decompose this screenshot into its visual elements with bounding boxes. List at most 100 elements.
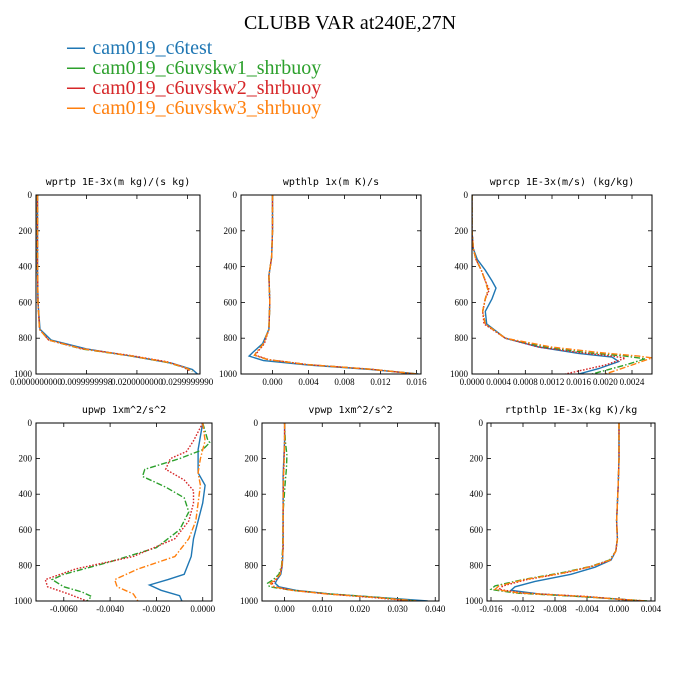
x-tick-label: -0.0060 (50, 604, 78, 614)
y-tick-label: 800 (470, 560, 484, 570)
x-tick-label: 0.0000000000 (10, 377, 62, 387)
x-tick-label: 0.0000 (460, 377, 485, 387)
series-line-cam019_c6uvskw1_shrbuoy (36, 195, 193, 372)
x-tick-label: 0.008 (334, 377, 355, 387)
y-tick-label: 1000 (465, 596, 484, 606)
y-tick-label: 400 (455, 262, 469, 272)
y-tick-label: 600 (19, 525, 33, 535)
y-tick-label: 400 (19, 262, 33, 272)
x-tick-label: 0.0000 (190, 604, 215, 614)
x-tick-label: 0.0020 (593, 377, 618, 387)
series-line-cam019_c6test (147, 423, 206, 601)
y-tick-label: 0 (233, 190, 238, 200)
chart-panel-1: wprtp 1E-3x(m kg)/(s kg) 0 200 400 600 800 100… (10, 177, 214, 387)
chart-panel-6: rtpthlp 1E-3x(kg K)/kg02004006008001000-… (465, 405, 662, 614)
series-line-cam019_c6uvskw1_shrbuoy (472, 195, 646, 374)
series-line-cam019_c6test (472, 195, 621, 374)
panel-title: vpwp 1xm^2/s^2 (308, 405, 392, 416)
y-tick-label: 600 (224, 297, 238, 307)
plot-frame (240, 194, 422, 375)
y-tick-label: 1000 (219, 369, 238, 379)
chart-panel-4: upwp 1xm^2/s^2 0 200 400 600 800 1000 -0.0060 -0… (14, 405, 216, 614)
legend-swatch: — (66, 35, 93, 59)
series-line-cam019_c6uvskw2_shrbuoy (254, 195, 417, 374)
y-tick-label: 400 (224, 262, 238, 272)
legend-label: cam019_c6test (92, 37, 213, 59)
series-line-cam019_c6test (274, 423, 428, 601)
x-tick-label: 0.040 (425, 604, 446, 614)
x-tick-label: 0.000 (274, 604, 295, 614)
y-tick-label: 200 (19, 226, 33, 236)
legend-entry-c6uvskw1: — cam019_c6uvskw1_shrbuoy (66, 55, 322, 79)
y-tick-label: 800 (245, 560, 259, 570)
y-tick-label: 400 (245, 489, 259, 499)
x-tick-label: -0.016 (479, 604, 503, 614)
x-tick-label: 0.020 (350, 604, 371, 614)
y-tick-label: 200 (245, 454, 259, 464)
legend-label: cam019_c6uvskw3_shrbuoy (92, 97, 322, 119)
legend: — cam019_c6test — cam019_c6uvskw1_shrbuo… (66, 35, 322, 119)
panel-title: wprtp 1E-3x(m kg)/(s kg) (46, 177, 191, 188)
panel-title: upwp 1xm^2/s^2 (82, 405, 166, 416)
x-tick-label: 0.0099999998 (61, 377, 113, 387)
y-tick-label: 600 (245, 525, 259, 535)
series-line-cam019_c6uvskw3_shrbuoy (269, 423, 417, 601)
plot-frame (471, 194, 653, 375)
x-tick-label: -0.0040 (96, 604, 124, 614)
series-line-cam019_c6test (247, 195, 419, 374)
y-tick-label: 200 (470, 454, 484, 464)
y-tick-label: 1000 (14, 596, 33, 606)
x-tick-label: 0.0200000000 (111, 377, 163, 387)
series-line-cam019_c6uvskw3_shrbuoy (253, 195, 418, 374)
y-tick-label: 200 (224, 226, 238, 236)
y-tick-label: 0 (254, 418, 259, 428)
x-tick-label: 0.004 (641, 604, 662, 614)
series-line-cam019_c6uvskw3_shrbuoy (493, 423, 648, 601)
x-tick-label: 0.000 (609, 604, 630, 614)
legend-swatch: — (66, 95, 93, 119)
series-line-cam019_c6uvskw1_shrbuoy (50, 423, 211, 601)
series-line-cam019_c6uvskw3_shrbuoy (113, 423, 206, 601)
legend-entry-c6uvskw2: — cam019_c6uvskw2_shrbuoy (66, 77, 321, 98)
series-line-cam019_c6uvskw3_shrbuoy (472, 195, 652, 374)
x-tick-label: 0.000 (262, 377, 283, 387)
y-tick-label: 1000 (240, 596, 259, 606)
series-line-cam019_c6test (509, 423, 644, 601)
plot-frame (261, 422, 440, 602)
legend-label: cam019_c6uvskw1_shrbuoy (92, 57, 322, 79)
panel-title: rtpthlp 1E-3x(kg K)/kg (505, 405, 637, 416)
panel-title: wprcp 1E-3x(m/s) (kg/kg) (490, 177, 635, 188)
series-line-cam019_c6uvskw1_shrbuoy (253, 195, 418, 374)
x-tick-label: 0.016 (406, 377, 427, 387)
y-tick-label: 1000 (14, 369, 33, 379)
y-tick-label: 800 (224, 333, 238, 343)
y-tick-label: 200 (19, 454, 33, 464)
y-tick-label: 0 (479, 418, 484, 428)
y-tick-label: 400 (19, 489, 33, 499)
x-tick-label: 0.0016 (566, 377, 591, 387)
x-tick-label: 0.0004 (486, 377, 511, 387)
x-tick-label: 0.0299999990 (162, 377, 214, 387)
y-tick-label: 400 (470, 489, 484, 499)
legend-swatch: — (66, 55, 93, 79)
x-tick-label: -0.012 (511, 604, 534, 614)
chart-panel-2: wpthlp 1x(m K)/s 0 200 400 600 800 1000 0.000 0.… (219, 177, 427, 387)
x-tick-label: 0.0024 (620, 377, 645, 387)
y-tick-label: 0 (28, 190, 33, 200)
legend-entry-c6uvskw3: — cam019_c6uvskw3_shrbuoy (66, 95, 322, 119)
y-tick-label: 800 (19, 560, 33, 570)
figure-title: CLUBB VAR at240E,27N (243, 12, 457, 34)
x-tick-label: 0.0008 (513, 377, 538, 387)
series-line-cam019_c6uvskw2_shrbuoy (36, 195, 191, 372)
legend-entry-c6test: — cam019_c6test (66, 35, 321, 59)
x-tick-label: -0.008 (543, 604, 567, 614)
plot-frame (35, 194, 201, 375)
y-tick-label: 1000 (450, 369, 469, 379)
y-tick-label: 600 (19, 297, 33, 307)
plot-frame (486, 422, 656, 602)
plot-frame (35, 422, 213, 602)
x-tick-label: 0.030 (387, 604, 408, 614)
x-tick-label: 0.0012 (540, 377, 565, 387)
x-tick-label: 0.004 (298, 377, 319, 387)
series-line-cam019_c6uvskw1_shrbuoy (266, 423, 417, 601)
